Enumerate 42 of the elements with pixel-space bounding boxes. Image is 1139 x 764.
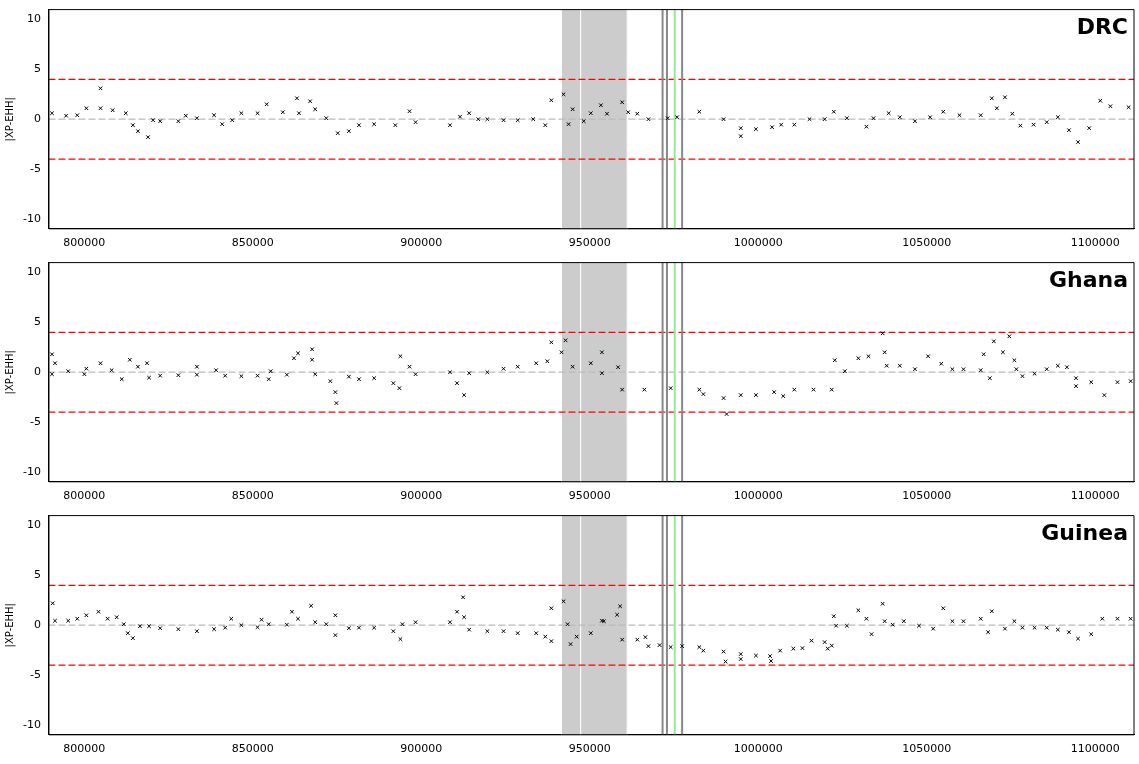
x-tick-label: 950000 [568,236,611,250]
y-tick-label: 10 [26,12,41,26]
y-tick-label: -10 [23,211,41,225]
y-tick-label: -5 [30,161,41,175]
x-tick-label: 1050000 [902,742,952,756]
x-tick-label: 800000 [63,236,106,250]
y-tick-label: 5 [33,62,41,76]
x-tick-label: 1100000 [1070,236,1120,250]
x-tick-label: 800000 [63,742,106,756]
y-tick-label: 0 [33,112,41,126]
y-tick-label: 0 [33,365,41,379]
y-tick-label: 5 [33,568,41,582]
x-tick-label: 1050000 [902,489,952,503]
y-tick-label: -5 [30,667,41,681]
x-tick-label: 900000 [400,236,443,250]
y-axis-title: |XP-EHH| [3,97,16,142]
y-tick-label: -10 [23,464,41,478]
y-tick-label: 5 [33,315,41,329]
x-tick-label: 950000 [568,742,611,756]
x-tick-label: 900000 [400,489,443,503]
y-tick-label: 10 [26,518,41,532]
x-tick-label: 850000 [231,489,274,503]
y-tick-label: 0 [33,618,41,632]
x-tick-label: 1100000 [1070,489,1120,503]
x-tick-label: 1000000 [733,236,783,250]
y-tick-label: 10 [26,265,41,279]
chart-title: Ghana [1048,267,1128,293]
y-tick-label: -5 [30,414,41,428]
x-tick-label: 850000 [231,236,274,250]
x-tick-label: 1000000 [733,742,783,756]
x-tick-label: 950000 [568,489,611,503]
chart-title: DRC [1076,14,1128,40]
y-axis-title: |XP-EHH| [3,603,16,648]
x-tick-label: 1000000 [733,489,783,503]
x-tick-label: 800000 [63,489,106,503]
y-axis-title: |XP-EHH| [3,350,16,395]
x-tick-label: 1050000 [902,236,952,250]
x-tick-label: 1100000 [1070,742,1120,756]
chart-title: Guinea [1041,520,1128,546]
y-tick-label: -10 [23,717,41,731]
x-tick-label: 850000 [231,742,274,756]
x-tick-label: 900000 [400,742,443,756]
